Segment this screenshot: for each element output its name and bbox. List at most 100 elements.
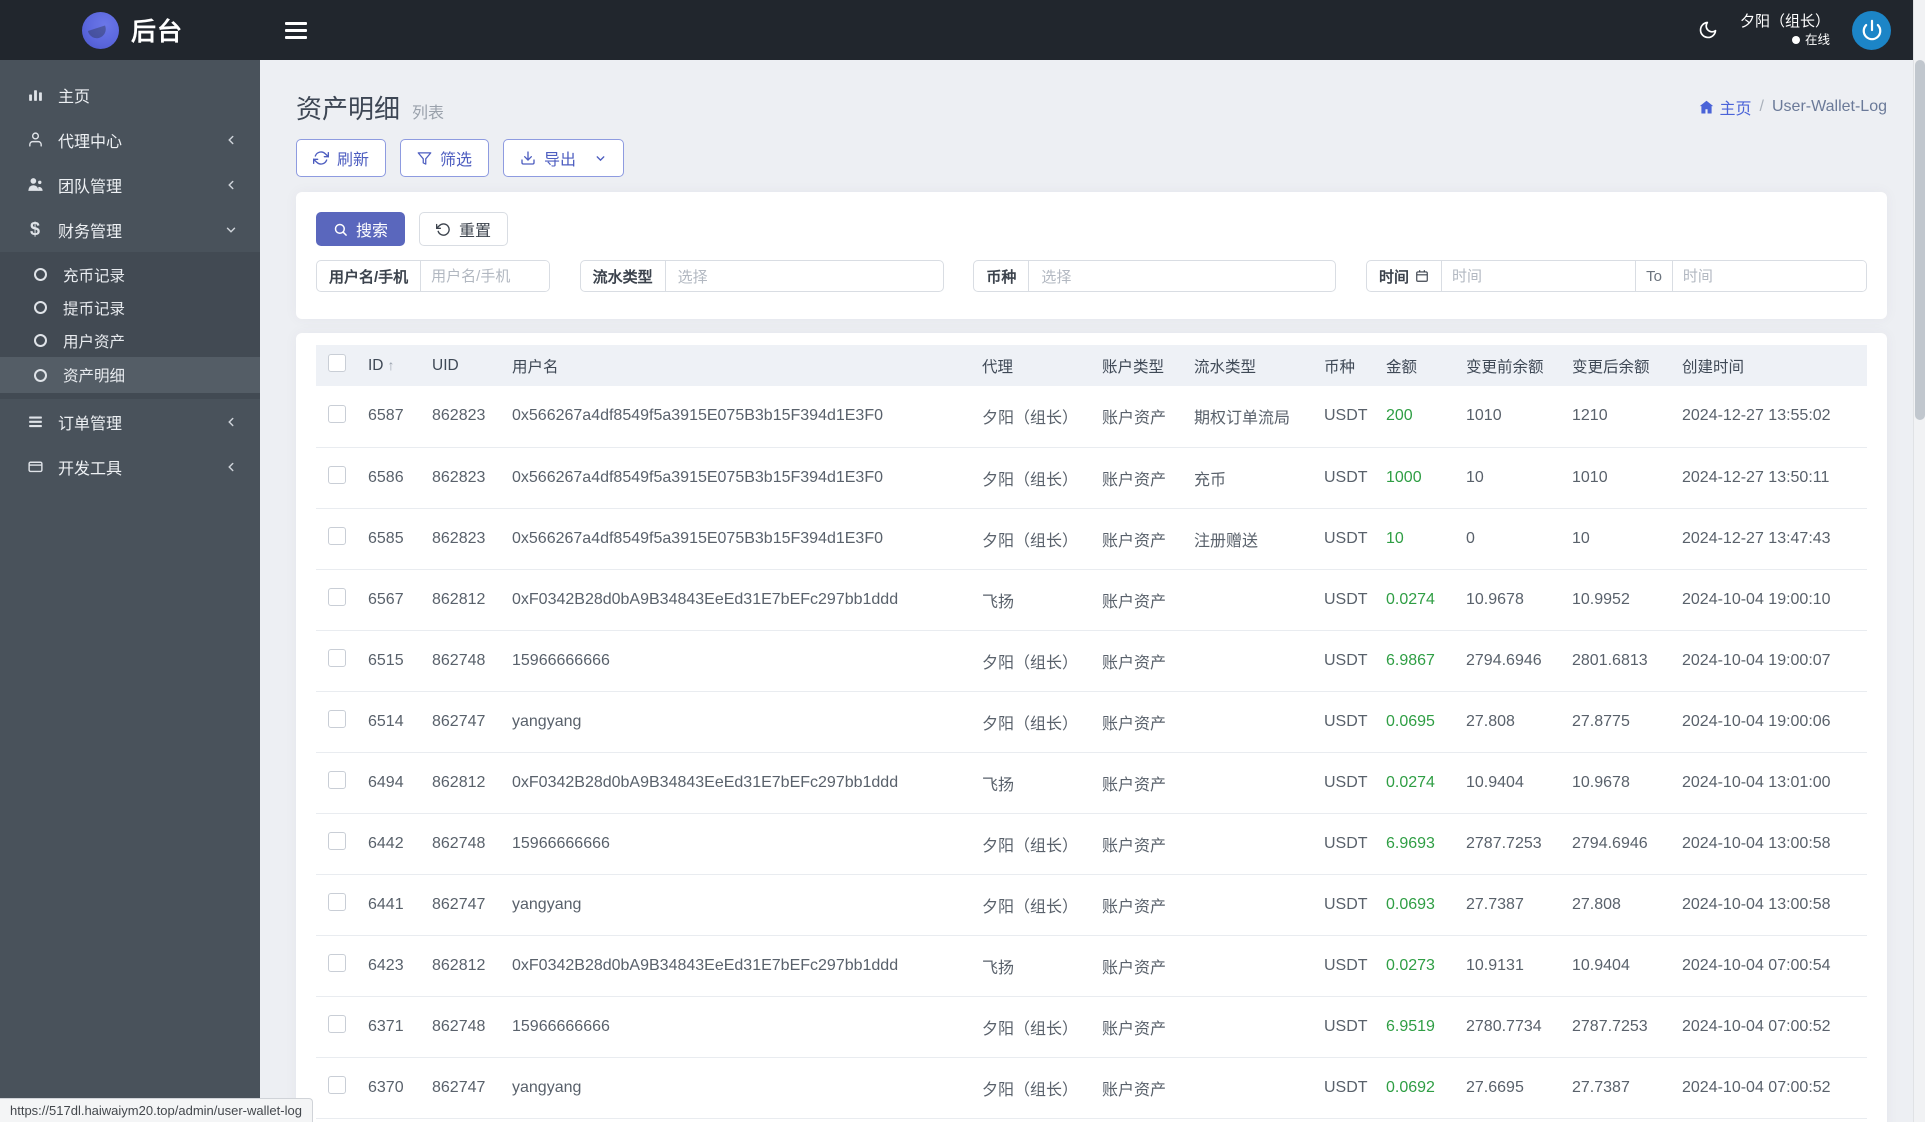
row-checkbox[interactable] [328, 1076, 346, 1094]
cell-username: 15966666666 [512, 651, 610, 669]
main-area: 资产明细 列表 主页 / User-Wallet-Log 刷新 [260, 60, 1925, 1122]
cell-agent: 夕阳（组长） [982, 837, 1079, 855]
user-info[interactable]: 夕阳（组长） 在线 [1740, 12, 1830, 48]
cell-agent: 飞扬 [982, 959, 1015, 977]
select-all-checkbox[interactable] [328, 354, 346, 372]
table-row: 6587 862823 0x566267a4df8549f5a3915E075B3b… [316, 386, 1867, 447]
row-checkbox-cell [316, 935, 360, 996]
col-header-id[interactable]: ID ↑ [368, 356, 395, 374]
sidebar-item-home[interactable]: 主页 [0, 72, 260, 117]
cell-id: 6494 [368, 773, 404, 791]
sidebar-item-withdraw-records[interactable]: 提币记录 [0, 291, 260, 324]
cell-after: 27.808 [1572, 895, 1621, 913]
row-checkbox[interactable] [328, 710, 346, 728]
page-title: 资产明细 [296, 93, 401, 124]
row-checkbox-cell [316, 813, 360, 874]
table-row: 6442 862748 15966666666 夕阳（组长） 账户资产 USDT 6.969… [316, 813, 1867, 874]
cell-after: 10.9678 [1572, 773, 1630, 791]
flow-type-select[interactable]: 选择 [677, 268, 708, 286]
table-row: 6370 862747 yangyang 夕阳（组长） 账户资产 USDT 0.0692 27… [316, 1057, 1867, 1118]
sidebar-item-team-mgmt[interactable]: 团队管理 [0, 162, 260, 207]
dark-mode-toggle-icon[interactable] [1698, 20, 1718, 40]
cell-agent: 飞扬 [982, 593, 1015, 611]
filter-button[interactable]: 筛选 [400, 139, 490, 177]
user-status-label: 在线 [1804, 32, 1830, 47]
home-icon [1699, 100, 1713, 114]
reset-button[interactable]: 重置 [419, 212, 509, 246]
cell-uid: 862748 [432, 834, 486, 852]
cell-username: 15966666666 [512, 834, 610, 852]
sidebar-item-agent-center[interactable]: 代理中心 [0, 117, 260, 162]
cell-currency: USDT [1324, 956, 1368, 974]
cell-agent: 夕阳（组长） [982, 1020, 1079, 1038]
table-body: 6587 862823 0x566267a4df8549f5a3915E075B3b… [316, 386, 1867, 1118]
cell-id: 6442 [368, 834, 404, 852]
circle-icon [34, 301, 47, 314]
refresh-icon [313, 151, 329, 165]
sidebar-item-label: 充币记录 [63, 267, 126, 285]
row-checkbox[interactable] [328, 893, 346, 911]
cell-before: 27.808 [1466, 712, 1515, 730]
sidebar-item-label: 主页 [58, 88, 91, 106]
sidebar-item-label: 开发工具 [58, 460, 123, 478]
cell-username: 0x566267a4df8549f5a3915E075B3b15F394d1E3… [512, 468, 883, 486]
cell-currency: USDT [1324, 834, 1368, 852]
scrollbar-thumb[interactable] [1915, 60, 1925, 420]
circle-icon [34, 368, 47, 382]
sidebar-item-dev-tools[interactable]: 开发工具 [0, 444, 260, 489]
row-checkbox[interactable] [328, 771, 346, 789]
cell-created: 2024-10-04 13:00:58 [1682, 834, 1831, 852]
row-checkbox[interactable] [328, 649, 346, 667]
sidebar-item-order-mgmt[interactable]: 订单管理 [0, 399, 260, 444]
row-checkbox[interactable] [328, 527, 346, 545]
time-start-input[interactable] [1441, 261, 1636, 291]
cell-account_type: 账户资产 [1102, 1020, 1167, 1038]
row-checkbox[interactable] [328, 466, 346, 484]
export-button[interactable]: 导出 [503, 139, 625, 177]
breadcrumb-current: User-Wallet-Log [1772, 98, 1887, 115]
cell-agent: 夕阳（组长） [982, 715, 1079, 733]
sidebar-toggle-icon[interactable] [285, 21, 307, 39]
cell-before: 1010 [1466, 407, 1502, 425]
cell-flow_type [1186, 630, 1316, 691]
refresh-button[interactable]: 刷新 [296, 139, 387, 177]
users-icon [26, 176, 44, 194]
cell-uid: 862747 [432, 712, 486, 730]
sidebar-item-finance-mgmt[interactable]: $ 财务管理 [0, 207, 260, 252]
cell-uid: 862748 [432, 651, 486, 669]
user-avatar[interactable] [1852, 10, 1891, 50]
sidebar-item-asset-detail[interactable]: 资产明细 [0, 357, 260, 393]
cell-uid: 862812 [432, 590, 486, 608]
row-checkbox[interactable] [328, 1015, 346, 1033]
filter-username: 用户名/手机 [316, 260, 550, 292]
row-checkbox[interactable] [328, 954, 346, 972]
cell-flow_type [1186, 874, 1316, 935]
row-checkbox[interactable] [328, 404, 346, 423]
table-row: 6371 862748 15966666666 夕阳（组长） 账户资产 USDT 6.951… [316, 996, 1867, 1057]
row-checkbox[interactable] [328, 832, 346, 850]
cell-id: 6515 [368, 651, 404, 669]
sidebar-item-user-assets[interactable]: 用户资产 [0, 324, 260, 357]
sidebar-item-label: 订单管理 [58, 415, 123, 433]
cell-currency: USDT [1324, 773, 1368, 791]
sidebar-item-deposit-records[interactable]: 充币记录 [0, 258, 260, 291]
filter-currency-label: 币种 [974, 261, 1030, 291]
cell-account_type: 账户资产 [1102, 715, 1167, 733]
brand-logo-icon [82, 11, 119, 49]
cell-username: yangyang [512, 712, 582, 730]
breadcrumb-home-link[interactable]: 主页 [1698, 95, 1752, 119]
search-button[interactable]: 搜索 [316, 212, 406, 246]
cell-created: 2024-10-04 13:01:00 [1682, 773, 1831, 791]
cell-account_type: 账户资产 [1102, 410, 1167, 428]
cell-account_type: 账户资产 [1102, 837, 1167, 855]
row-checkbox[interactable] [328, 588, 346, 606]
currency-select[interactable]: 选择 [1041, 268, 1072, 286]
row-checkbox-cell [316, 996, 360, 1057]
username-input[interactable] [421, 261, 549, 291]
cell-agent: 夕阳（组长） [982, 471, 1079, 489]
cell-before: 10.9678 [1466, 590, 1524, 608]
brand[interactable]: 后台 [0, 11, 260, 49]
sidebar-item-label: 团队管理 [58, 178, 123, 196]
time-end-input[interactable] [1672, 261, 1866, 291]
reset-icon [436, 222, 450, 236]
